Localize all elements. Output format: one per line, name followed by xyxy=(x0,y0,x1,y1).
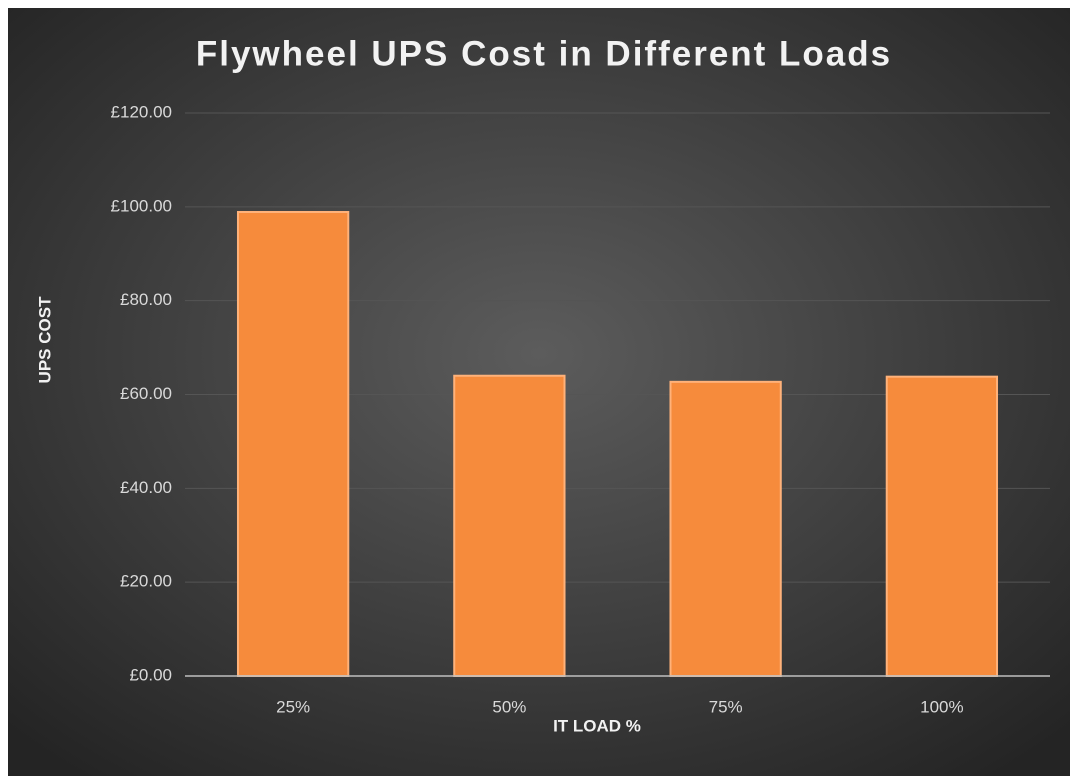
x-axis-title: IT LOAD % xyxy=(553,716,641,735)
y-tick-label: £80.00 xyxy=(120,290,172,309)
y-tick-label: £100.00 xyxy=(111,196,172,215)
y-tick-label: £40.00 xyxy=(120,478,172,497)
y-tick-label: £0.00 xyxy=(129,665,172,684)
y-tick-label: £120.00 xyxy=(111,102,172,121)
y-tick-label: £20.00 xyxy=(120,572,172,591)
x-tick-label: 75% xyxy=(709,697,743,716)
bar xyxy=(236,210,350,677)
bar xyxy=(885,375,999,677)
chart-title: Flywheel UPS Cost in Different Loads xyxy=(196,34,892,73)
x-tick-label: 100% xyxy=(920,697,963,716)
x-tick-label: 25% xyxy=(276,697,310,716)
y-axis-title: UPS COST xyxy=(35,296,54,384)
y-tick-label: £60.00 xyxy=(120,384,172,403)
bar xyxy=(669,380,782,677)
bar xyxy=(453,374,566,677)
x-tick-label: 50% xyxy=(492,697,526,716)
